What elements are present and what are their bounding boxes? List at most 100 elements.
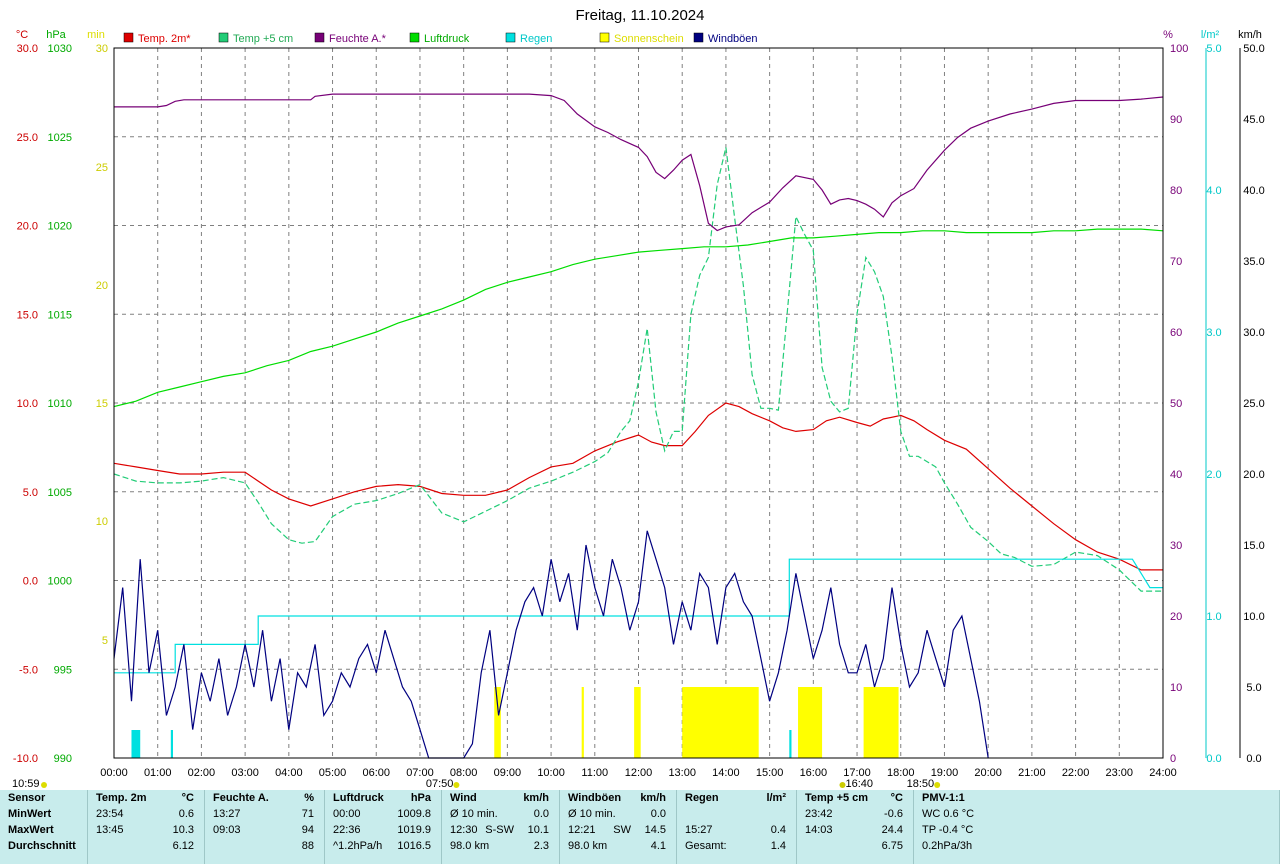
stats-value: 14.5: [644, 824, 666, 836]
stats-value: 71: [301, 808, 314, 820]
stats-value: 98.0 km: [568, 840, 608, 852]
stats-header: MaxWert: [8, 824, 54, 836]
humidity-tick-label: 70: [1170, 256, 1182, 268]
humidity-tick-label: 0: [1170, 753, 1176, 765]
hour-label: 04:00: [275, 767, 303, 779]
legend-item: Sonnenschein: [614, 33, 684, 45]
hour-label: 11:00: [581, 767, 608, 779]
temp-tick-label: 0.0: [23, 576, 38, 588]
humidity-tick-label: 40: [1170, 469, 1182, 481]
humidity-tick-label: 60: [1170, 327, 1182, 339]
stats-value: 94: [301, 824, 314, 836]
humidity-tick-label: 90: [1170, 114, 1182, 126]
sunrise-icon: [453, 782, 460, 788]
stats-header: Durchschnitt: [8, 840, 76, 852]
wind-tick-label: 15.0: [1243, 540, 1264, 552]
pressure-tick-label: 1030: [48, 43, 72, 55]
temp-axis-unit: °C: [16, 29, 28, 41]
stats-value: WC 0.6 °C: [922, 808, 975, 820]
stats-header: Temp +5 cm: [805, 792, 869, 804]
stats-value: -0.6: [884, 808, 903, 820]
hour-label: 09:00: [494, 767, 522, 779]
stats-value: 2.3: [533, 840, 549, 852]
stats-header: Sensor: [8, 792, 46, 804]
stats-header: %: [304, 792, 314, 804]
stats-column: Sensor MinWert MaxWert Durchschnitt: [0, 790, 88, 864]
legend-item: Luftdruck: [424, 33, 470, 45]
temp-tick-label: 15.0: [17, 309, 38, 321]
hour-label: 16:00: [800, 767, 828, 779]
rain-tick-label: 5.0: [1206, 43, 1221, 55]
hour-label: 08:00: [450, 767, 478, 779]
stats-value: 6.12: [172, 840, 194, 852]
chart-axes: °C hPa min% l/m² km/h 30.0 25.0 20.0 15.0 10.0 5.0…: [12, 29, 1265, 790]
pressure-tick-label: 1005: [48, 487, 72, 499]
series-line: [114, 93, 1164, 232]
temp-tick-label: 20.0: [17, 221, 38, 233]
stats-column: Wind km/h Ø 10 min. 0.0 12:30 S-SW 10.1 98.0 km…: [442, 790, 560, 864]
rain-tick-label: 0.0: [1206, 753, 1221, 765]
stats-value: Ø 10 min.: [450, 808, 498, 820]
legend-item: Regen: [520, 33, 552, 45]
moonrise-label: 16:40: [845, 778, 873, 790]
hour-label: 18:00: [887, 767, 915, 779]
legend-swatch: [505, 32, 516, 43]
wind-tick-label: 10.0: [1243, 611, 1264, 623]
temp-tick-label: -10.0: [13, 753, 38, 765]
humidity-axis-unit: %: [1163, 29, 1173, 41]
wind-tick-label: 45.0: [1243, 114, 1264, 126]
wind-tick-label: 50.0: [1243, 43, 1264, 55]
series-line: [113, 147, 1163, 592]
hour-label: 13:00: [668, 767, 696, 779]
humidity-tick-label: 50: [1170, 398, 1182, 410]
stats-column: PMV-1:1 WC 0.6 °C TP -0.4 °C 0.2hPa/3h: [914, 790, 1280, 864]
stats-value: 0.0: [533, 808, 549, 820]
temp-tick-label: 30.0: [17, 43, 38, 55]
sunshine-tick-label: 25: [96, 162, 108, 174]
hour-label: 07:00: [406, 767, 434, 779]
humidity-tick-label: 10: [1170, 682, 1182, 694]
stats-value: ^1.2hPa/h: [333, 840, 383, 852]
stats-value: 15:27: [685, 824, 713, 836]
hour-label: 22:00: [1062, 767, 1090, 779]
pressure-tick-label: 995: [54, 664, 72, 676]
stats-value: 23:42: [805, 808, 833, 820]
humidity-tick-label: 30: [1170, 540, 1182, 552]
stats-header: Temp. 2m: [96, 792, 147, 804]
moonset-label: 10:59: [12, 778, 40, 790]
stats-value: 10.3: [172, 824, 194, 836]
humidity-tick-label: 20: [1170, 611, 1182, 623]
moonset-icon: [41, 782, 47, 788]
wind-tick-label: 5.0: [1246, 682, 1261, 694]
hour-label: 06:00: [362, 767, 390, 779]
rain-tick-label: 1.0: [1206, 611, 1221, 623]
hour-label: 17:00: [843, 767, 871, 779]
rain-bar: [170, 730, 174, 758]
stats-value: 1019.9: [397, 824, 431, 836]
weather-chart: Freitag, 11.10.2024 Temp. 2m* Temp +5 cm F…: [12, 7, 1265, 790]
stats-header: °C: [181, 792, 194, 804]
stats-header: hPa: [410, 792, 431, 804]
wind-tick-label: 40.0: [1243, 185, 1264, 197]
stats-column: Regen l/m² 15:27 0.4 Gesamt: 1.4: [677, 790, 797, 864]
hour-label: 02:00: [188, 767, 216, 779]
temp-tick-label: -5.0: [19, 664, 38, 676]
stats-value: 24.4: [881, 824, 903, 836]
stats-value: 0.4: [770, 824, 786, 836]
sunset-icon: [934, 782, 941, 788]
stats-column: Feuchte A.% 13:27 71 09:03 94 88: [205, 790, 325, 864]
moonrise-icon: [839, 782, 846, 788]
pressure-tick-label: 1020: [48, 221, 72, 233]
sunshine-tick-label: 30: [96, 43, 108, 55]
stats-column: Temp +5 cm °C 23:42 -0.6 14:03 24.4 6.75: [797, 790, 914, 864]
sunshine-tick-label: 20: [96, 280, 108, 292]
stats-value: 98.0 km: [450, 840, 490, 852]
stats-value: 23:54: [96, 808, 124, 820]
wind-tick-label: 30.0: [1243, 327, 1264, 339]
chart-series: [113, 93, 1164, 759]
sunshine-tick-label: 15: [96, 398, 108, 410]
temp-tick-label: 25.0: [17, 132, 38, 144]
stats-value: 09:03: [213, 824, 241, 836]
chart-title: Freitag, 11.10.2024: [576, 7, 705, 24]
stats-value: 1009.8: [397, 808, 431, 820]
